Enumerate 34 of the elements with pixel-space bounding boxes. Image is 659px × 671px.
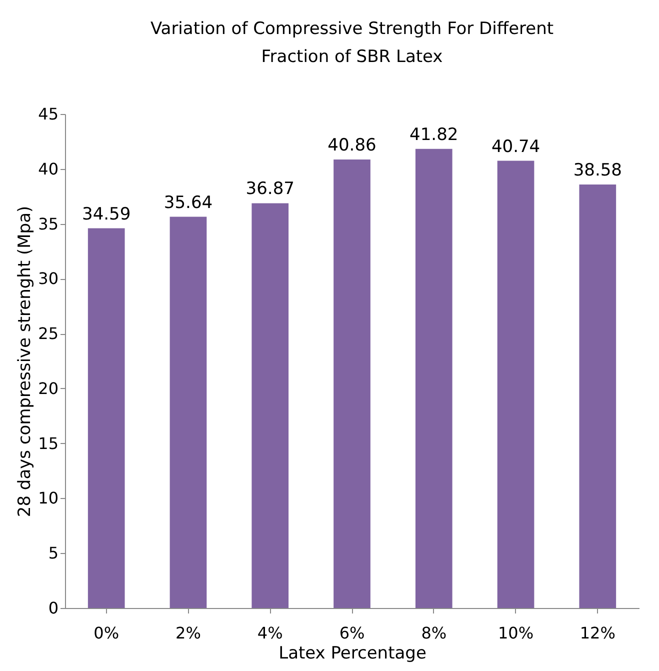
bar [170, 216, 207, 608]
bar [497, 160, 534, 608]
data-label: 40.86 [328, 135, 376, 156]
y-tick-label: 10 [38, 488, 58, 508]
x-tick-label: 12% [580, 624, 616, 642]
y-tick-label: 15 [38, 434, 58, 453]
x-tick-label: 2% [176, 624, 201, 642]
bar [579, 184, 616, 608]
x-tick-label: 0% [94, 624, 120, 642]
bar [88, 228, 125, 608]
data-label: 38.58 [573, 160, 622, 180]
y-tick-label: 45 [38, 104, 58, 124]
y-tick-label: 5 [48, 544, 58, 563]
x-tick-label: 6% [339, 624, 365, 642]
y-axis-title: 28 days compressive strenght (Mpa) [15, 206, 36, 518]
bar [334, 159, 370, 608]
data-label: 40.74 [491, 136, 540, 157]
y-tick-label: 20 [38, 378, 58, 398]
y-tick-label: 25 [38, 324, 58, 344]
y-tick-label: 40 [38, 159, 58, 178]
y-tick-label: 30 [38, 269, 58, 288]
data-label: 34.59 [82, 204, 131, 224]
bar [415, 148, 452, 608]
y-tick-label: 35 [38, 214, 58, 234]
x-axis-title: Latex Percentage [278, 644, 426, 664]
y-tick-label: 0 [48, 598, 58, 618]
bar [252, 203, 289, 608]
data-label: 35.64 [164, 192, 213, 213]
data-label: 41.82 [410, 124, 458, 145]
x-tick-label: 8% [421, 624, 447, 642]
data-label: 36.87 [246, 179, 294, 200]
chart-title: Variation of Compressive Strength For Different Fraction of SBR Latex [150, 19, 554, 67]
x-tick-label: 4% [257, 624, 283, 642]
x-tick-label: 10% [498, 624, 534, 642]
